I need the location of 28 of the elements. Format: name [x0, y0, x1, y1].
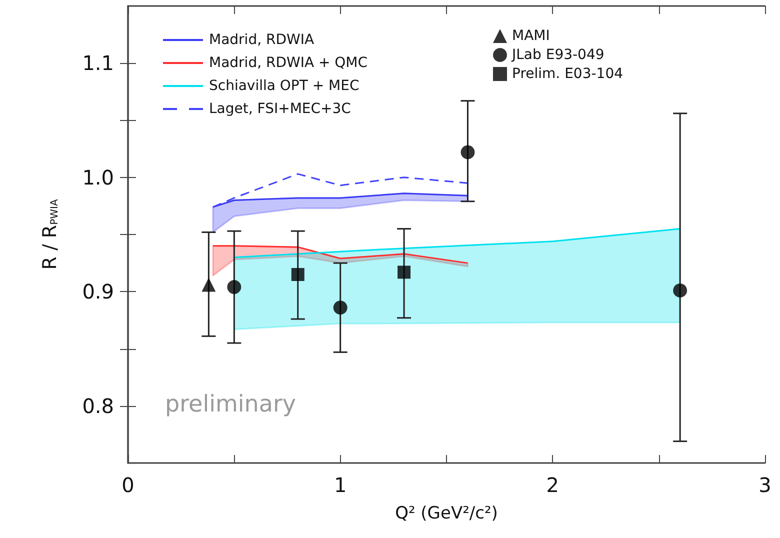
legend-label: Laget, FSI+MEC+3C — [209, 101, 352, 117]
x-axis-title: Q² (GeV²/c²) — [395, 504, 498, 524]
legend-label: Madrid, RDWIA — [209, 32, 314, 48]
legend-label: JLab E93-049 — [511, 47, 604, 63]
point — [227, 280, 242, 294]
legend-label: Schiavilla OPT + MEC — [209, 78, 360, 94]
point — [291, 268, 304, 281]
x-tick-label: 2 — [546, 473, 560, 497]
x-tick-label: 0 — [122, 473, 134, 497]
legend-label: Madrid, RDWIA + QMC — [209, 55, 368, 71]
point — [398, 266, 411, 279]
point — [460, 145, 475, 160]
line-series — [212, 173, 468, 208]
line-series — [233, 228, 681, 258]
point — [673, 283, 688, 298]
legend-label: Prelim. E03-104 — [512, 66, 624, 82]
y-axis-title: R / RPWIA — [39, 199, 61, 270]
legend-label: MAMI — [512, 28, 550, 44]
annotation: preliminary — [165, 392, 296, 418]
line-series — [212, 245, 468, 264]
point — [333, 300, 348, 315]
point — [202, 278, 216, 292]
x-tick-label: 3 — [758, 473, 772, 497]
x-tick-label: 1 — [334, 473, 347, 497]
y-tick-label: 1.0 — [82, 165, 114, 190]
y-tick-label: 0.8 — [82, 394, 114, 418]
y-tick-label: 1.1 — [82, 51, 114, 76]
y-tick-label: 0.9 — [82, 280, 114, 304]
